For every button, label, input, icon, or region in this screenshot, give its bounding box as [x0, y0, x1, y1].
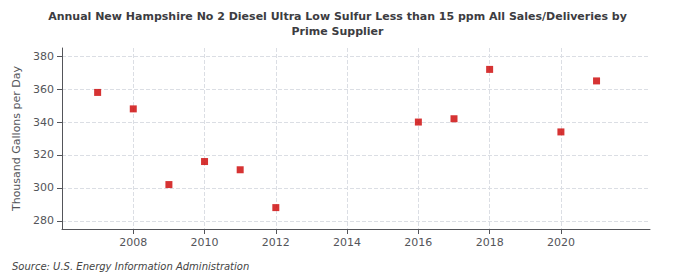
svg-text:Annual New Hampshire No 2 Dies: Annual New Hampshire No 2 Diesel Ultra L… — [48, 10, 627, 23]
svg-text:2012: 2012 — [262, 236, 290, 249]
svg-text:320: 320 — [33, 148, 54, 161]
svg-text:2010: 2010 — [191, 236, 219, 249]
svg-text:380: 380 — [33, 50, 54, 63]
svg-text:2008: 2008 — [119, 236, 147, 249]
svg-text:Thousand Gallons per Day: Thousand Gallons per Day — [10, 65, 23, 212]
svg-text:340: 340 — [33, 116, 54, 129]
svg-text:2014: 2014 — [333, 236, 361, 249]
svg-text:Prime Supplier: Prime Supplier — [292, 25, 385, 38]
svg-text:280: 280 — [33, 214, 54, 227]
svg-text:2020: 2020 — [547, 236, 575, 249]
svg-text:Source: U.S. Energy Informatio: Source: U.S. Energy Information Administ… — [12, 261, 249, 272]
svg-text:2018: 2018 — [476, 236, 504, 249]
svg-text:300: 300 — [33, 181, 54, 194]
svg-text:2016: 2016 — [404, 236, 432, 249]
svg-text:360: 360 — [33, 83, 54, 96]
